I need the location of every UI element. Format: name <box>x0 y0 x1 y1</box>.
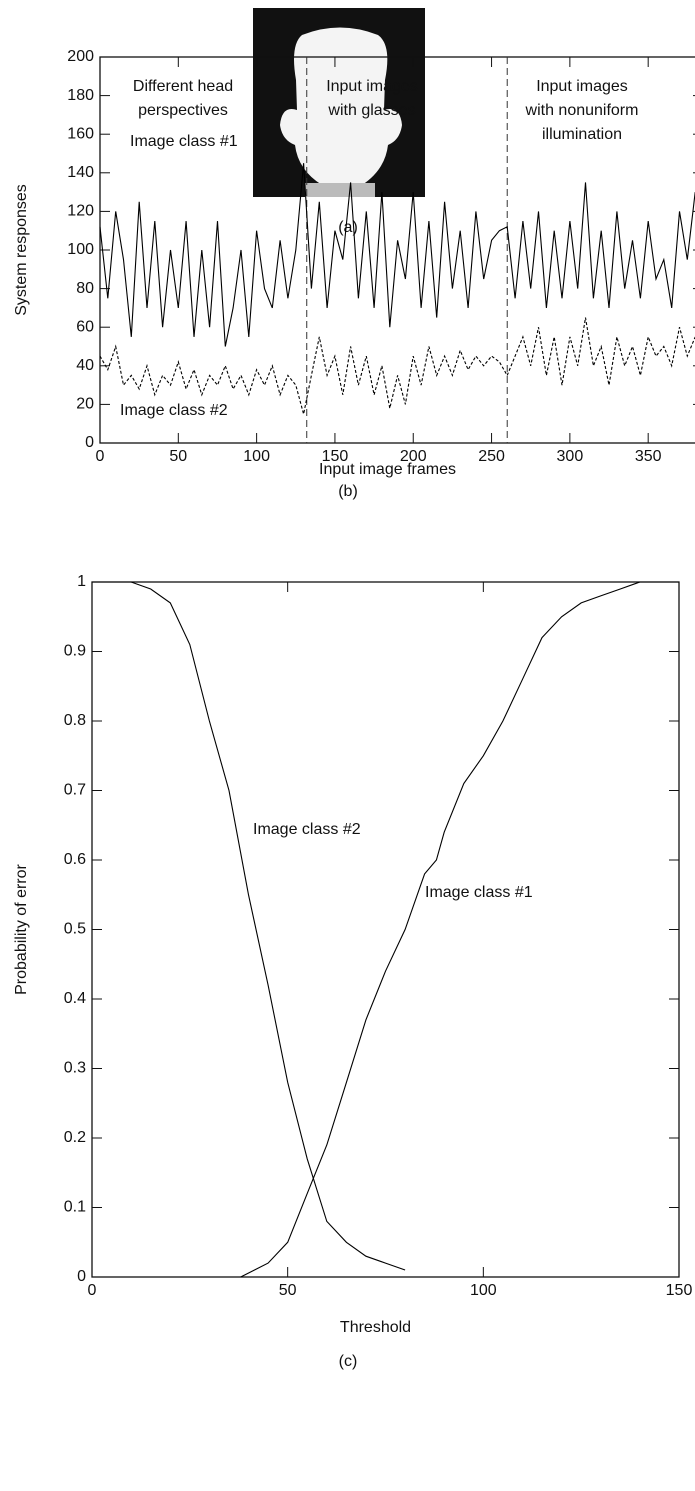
y-tick-label: 120 <box>67 203 94 220</box>
annotation: with nonuniform <box>525 102 639 119</box>
series-line <box>99 317 695 415</box>
y-tick-label: 0.1 <box>64 1199 86 1216</box>
x-axis-label: Threshold <box>340 1319 411 1336</box>
annotation: Image class #2 <box>253 821 361 838</box>
annotation: Image class #1 <box>130 133 238 150</box>
x-axis-label: Input image frames <box>319 461 456 478</box>
y-tick-label: 0.5 <box>64 921 86 938</box>
series-line <box>92 581 406 1271</box>
y-tick-label: 0.2 <box>64 1129 86 1146</box>
neck <box>305 183 375 197</box>
y-tick-label: 180 <box>67 87 94 104</box>
x-tick-label: 150 <box>322 448 349 465</box>
y-tick-label: 140 <box>67 164 94 181</box>
series-line <box>240 581 679 1278</box>
y-tick-label: 160 <box>67 125 94 142</box>
x-tick-label: 100 <box>243 448 270 465</box>
y-tick-label: 0.8 <box>64 712 86 729</box>
annotation: Image class #1 <box>425 884 533 901</box>
annotation: perspectives <box>138 102 228 119</box>
panel-label: (c) <box>339 1353 358 1370</box>
annotation: illumination <box>542 126 622 143</box>
y-tick-label: 80 <box>76 280 94 297</box>
y-tick-label: 20 <box>76 396 94 413</box>
y-tick-label: 100 <box>67 241 94 258</box>
face-image <box>253 8 425 197</box>
y-tick-label: 40 <box>76 357 94 374</box>
y-tick-label: 60 <box>76 318 94 335</box>
x-tick-label: 50 <box>279 1282 297 1299</box>
annotation: Input images <box>536 78 628 95</box>
series-line <box>99 163 695 347</box>
x-tick-label: 0 <box>88 1282 97 1299</box>
y-tick-label: 0.3 <box>64 1060 86 1077</box>
x-tick-label: 50 <box>169 448 187 465</box>
face-shape <box>280 27 402 185</box>
annotation: with glasses <box>327 102 415 119</box>
y-tick-label: 0.4 <box>64 990 86 1007</box>
plot-frame <box>91 581 680 1278</box>
y-tick-label: 0.9 <box>64 643 86 660</box>
y-tick-label: 1 <box>77 573 86 590</box>
annotation: Different head <box>133 78 233 95</box>
x-tick-label: 350 <box>635 448 662 465</box>
y-tick-label: 0.6 <box>64 851 86 868</box>
panel-label: (b) <box>338 483 358 500</box>
x-tick-label: 200 <box>400 448 427 465</box>
x-tick-label: 250 <box>478 448 505 465</box>
y-tick-label: 0.7 <box>64 782 86 799</box>
panel-label: (a) <box>338 219 358 236</box>
y-axis-label: System responses <box>13 184 30 316</box>
y-tick-label: 0 <box>77 1268 86 1285</box>
annotation: Image class #2 <box>120 402 228 419</box>
x-tick-label: 150 <box>666 1282 693 1299</box>
y-axis-label: Probability of error <box>13 863 30 994</box>
y-tick-label: 0 <box>85 434 94 451</box>
annotation: Input images <box>326 78 418 95</box>
x-tick-label: 100 <box>470 1282 497 1299</box>
y-tick-label: 200 <box>67 48 94 65</box>
x-tick-label: 0 <box>96 448 105 465</box>
x-tick-label: 300 <box>557 448 584 465</box>
